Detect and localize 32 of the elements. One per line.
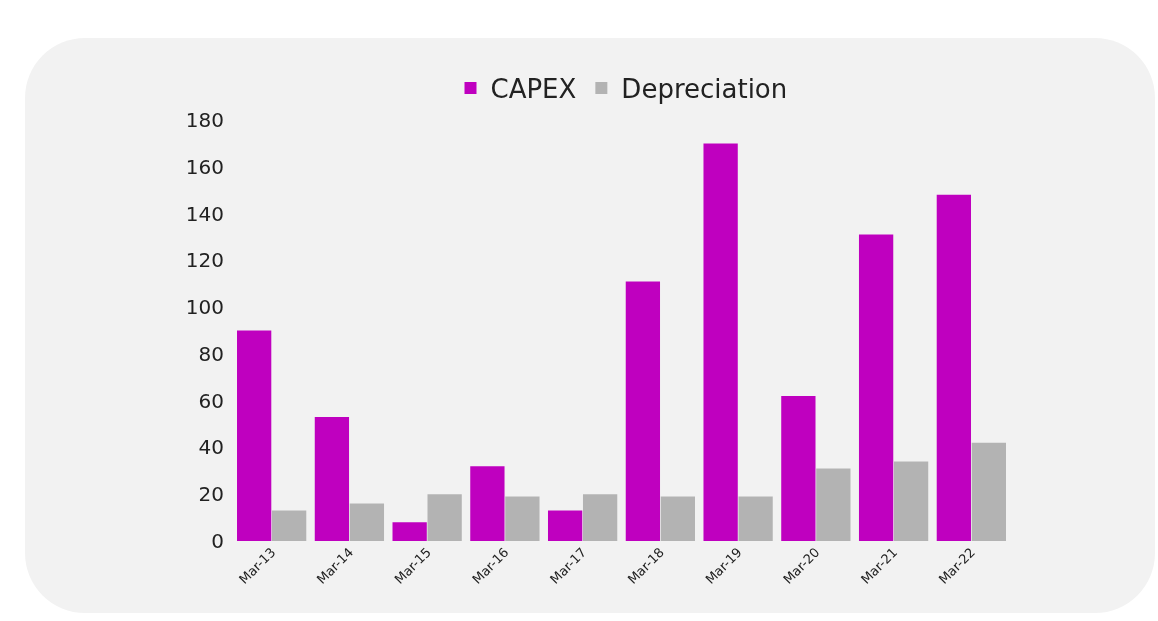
y-tick-label: 160 — [185, 154, 224, 179]
bar — [625, 281, 661, 541]
bar — [738, 496, 773, 541]
bar — [660, 496, 696, 541]
y-tick-label: 140 — [185, 201, 224, 226]
bar — [272, 510, 307, 541]
y-tick-label: 40 — [198, 435, 224, 460]
bar — [893, 461, 929, 541]
y-tick-label: 180 — [185, 108, 224, 132]
bar — [936, 194, 971, 541]
bar — [237, 330, 272, 541]
bar — [703, 143, 738, 541]
legend-label: Depreciation — [621, 74, 788, 105]
bar — [971, 442, 1006, 541]
bar — [349, 503, 385, 541]
bar — [427, 494, 462, 541]
y-tick-label: 20 — [198, 482, 224, 507]
bar — [582, 494, 618, 541]
y-tick-label: 80 — [198, 341, 224, 366]
bar — [470, 466, 505, 541]
y-tick-label: 100 — [185, 295, 224, 320]
bar — [781, 395, 816, 541]
bar — [505, 496, 540, 541]
bar — [858, 234, 894, 541]
y-tick-label: 0 — [211, 529, 224, 553]
bar — [547, 510, 583, 541]
bar — [392, 522, 427, 541]
bar — [314, 417, 350, 541]
legend-label: CAPEX — [490, 74, 577, 105]
y-tick-label: 120 — [185, 248, 224, 273]
bar — [816, 468, 851, 541]
y-tick-label: 60 — [198, 388, 224, 413]
